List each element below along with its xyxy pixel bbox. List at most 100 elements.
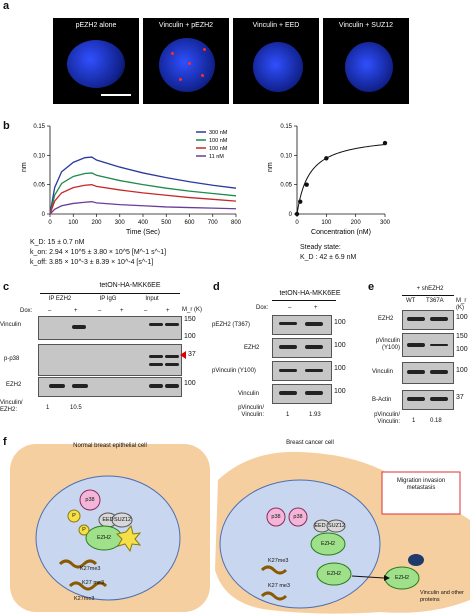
x-tick-label: 100: [321, 220, 332, 226]
panel-b-label: b: [3, 120, 10, 132]
blot-pvinculin-e: [402, 333, 454, 357]
k27-label: K27me3: [74, 596, 95, 602]
data-point: [324, 156, 329, 161]
band: [149, 363, 163, 366]
marker: 100: [334, 365, 346, 372]
marker: 100: [334, 388, 346, 395]
ezh2-label: EZH2: [326, 571, 342, 577]
ratio-value: 0.18: [430, 418, 442, 424]
burst-icon: [116, 524, 142, 553]
chromatin-icon: [260, 565, 288, 575]
band: [305, 345, 323, 349]
panel-d-header: tetON-HA-MKK6EE: [279, 290, 341, 297]
panel-f-label: f: [3, 436, 7, 448]
x-tick-label: 200: [351, 220, 362, 226]
fit-curve: [296, 144, 386, 215]
steady-state-kd: K_D : 42 ± 6.9 nM: [300, 254, 357, 261]
band: [279, 391, 297, 395]
arrowhead-icon: [384, 575, 390, 581]
chromatin-icon: [260, 591, 288, 601]
suz12-circle: [326, 519, 346, 533]
panel-e-label: e: [368, 281, 375, 293]
panel-f-diagram: [10, 444, 470, 614]
ezh2-label: EZH2: [320, 541, 336, 547]
band: [305, 369, 323, 372]
band: [407, 397, 425, 401]
koff-left: k_off: 3.85 × 10^-3 ± 8.39 × 10^-4 [s^-1…: [30, 259, 240, 267]
p-label: P: [82, 527, 86, 533]
normal-cell-title: Normal breast epithelial cell: [73, 443, 147, 449]
micrograph-title: pEZH2 alone: [75, 22, 117, 29]
band: [407, 317, 425, 321]
marker: 100: [456, 314, 468, 321]
ratio-value: 1: [286, 412, 290, 418]
dox-sign: –: [288, 305, 292, 311]
migration-text: Migration invasion metastasis: [396, 478, 446, 491]
band: [279, 345, 297, 349]
series-line: [49, 172, 237, 215]
legend-label: 100 nM: [209, 146, 228, 152]
data-point: [298, 199, 303, 204]
k27-label: K27me3: [268, 558, 289, 564]
dox-sign: +: [120, 308, 124, 314]
data-point: [304, 182, 309, 187]
ratio-label: Vinculin/ EZH2:: [0, 400, 23, 413]
eed-label: EED: [102, 517, 114, 523]
suz12-label: SUZ12: [114, 517, 132, 523]
micrograph-vinculin-suz12: Vinculin + SUZ12: [323, 18, 409, 104]
group-ip-igg: IP IgG: [99, 296, 117, 302]
row-label-ezh2-e: EZH2: [378, 316, 394, 322]
blot-ezh2-d: [272, 338, 332, 358]
nucleus: [253, 42, 303, 92]
x-tick-label: 600: [184, 220, 195, 226]
p38-circle: [79, 489, 101, 511]
x-tick-label: 300: [115, 220, 126, 226]
dox-label: Dox:: [20, 308, 33, 314]
phospho-circle: [67, 509, 81, 523]
band: [72, 384, 88, 388]
p-label: P: [72, 513, 76, 519]
panel-c-label: c: [3, 281, 10, 293]
panel-c-header: tetON-HA-MKK6EE: [99, 282, 161, 289]
p38-label: p38: [271, 514, 281, 520]
x-tick-label: 700: [208, 220, 219, 226]
micrograph-vinculin-eed: Vinculin + EED: [233, 18, 319, 104]
y-tick-label: 0.10: [280, 153, 292, 159]
panel-e-header: + shEZH2: [416, 286, 444, 292]
divider: [402, 295, 454, 296]
p38-circle: [266, 507, 286, 527]
band: [165, 384, 179, 388]
group-input: Input: [145, 296, 159, 302]
x-tick-label: 200: [91, 220, 102, 226]
x-tick-label: 800: [231, 220, 242, 226]
blot-ezh2-e: [402, 310, 454, 330]
x-tick-label: 0: [48, 220, 52, 226]
ratio-label: pVinculin/ Vinculin:: [374, 412, 400, 425]
ratio-label: pVinculin/ Vinculin:: [238, 405, 264, 418]
band: [149, 384, 163, 388]
dox-sign: –: [144, 308, 148, 314]
band: [279, 322, 297, 325]
signal-dot: [203, 48, 206, 51]
ezh2-label: EZH2: [96, 535, 112, 541]
blot-vinculin: [38, 316, 182, 340]
blot-vinculin-d: [272, 384, 332, 404]
signal-dot: [171, 52, 174, 55]
dox-sign: –: [48, 308, 52, 314]
y-tick-label: 0.05: [33, 183, 45, 189]
marker: 100: [456, 367, 468, 374]
row-label-p-p38: p-p38: [4, 356, 20, 362]
ezh2-ellipse: [316, 562, 352, 586]
marker: 100: [184, 380, 196, 387]
legend-label: 11 nM: [209, 154, 224, 160]
dox-sign: +: [314, 305, 318, 311]
row-label-bactin: B-Actin: [372, 397, 392, 403]
x-tick-label: 100: [68, 220, 79, 226]
micrograph-title: Vinculin + pEZH2: [158, 22, 214, 29]
steady-state-title: Steady state:: [300, 244, 341, 251]
band: [72, 325, 86, 329]
cancer-cell-title: Breast cancer cell: [286, 440, 334, 446]
series-line: [49, 184, 237, 215]
panel-a-label: a: [3, 0, 10, 12]
p38-label: p38: [85, 497, 95, 503]
